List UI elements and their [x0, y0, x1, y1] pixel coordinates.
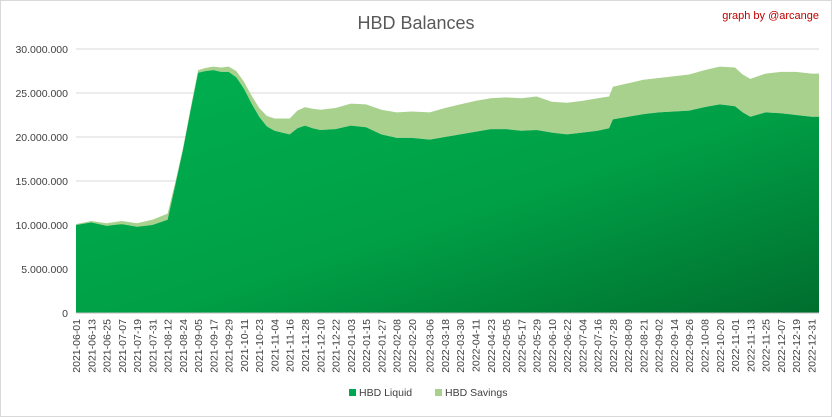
x-tick-label: 2022-05-17 [516, 319, 528, 373]
x-tick-label: 2021-10-23 [254, 319, 266, 373]
legend-label: HBD Savings [445, 387, 507, 399]
x-tick-label: 2022-05-29 [532, 319, 544, 373]
x-tick-label: 2021-11-28 [300, 319, 312, 372]
x-tick-label: 2022-08-21 [638, 319, 650, 373]
x-tick-label: 2022-04-11 [471, 319, 483, 372]
x-tick-label: 2022-09-02 [654, 319, 666, 373]
y-tick-label: 0 [62, 308, 68, 320]
y-tick-label: 20.000.000 [15, 132, 68, 144]
x-tick-label: 2021-11-16 [285, 319, 297, 372]
y-tick-label: 10.000.000 [15, 220, 68, 232]
x-tick-label: 2021-08-12 [163, 319, 175, 373]
x-tick-label: 2022-03-06 [425, 319, 437, 373]
series-area-hbd-liquid [76, 70, 819, 313]
x-tick-label: 2021-06-25 [102, 319, 114, 373]
x-tick-label: 2021-10-11 [239, 319, 251, 372]
x-tick-label: 2021-09-29 [224, 319, 236, 373]
plot-areas [76, 66, 819, 313]
x-tick-label: 2021-12-22 [331, 319, 343, 373]
legend-label: HBD Liquid [359, 387, 412, 399]
series-area-hbd-savings [76, 66, 819, 227]
x-tick-label: 2022-04-23 [486, 319, 498, 373]
x-tick-label: 2022-12-19 [791, 319, 803, 373]
x-tick-label: 2022-07-28 [608, 319, 620, 373]
x-tick-label: 2022-06-22 [562, 319, 574, 373]
x-tick-label: 2022-08-09 [623, 319, 635, 373]
x-tick-label: 2022-10-20 [715, 319, 727, 373]
x-tick-label: 2022-05-05 [501, 319, 513, 373]
x-tick-label: 2021-07-07 [117, 319, 129, 373]
x-tick-label: 2021-06-01 [71, 319, 83, 373]
x-tick-label: 2021-07-31 [147, 319, 159, 373]
x-tick-label: 2021-09-17 [208, 319, 220, 373]
y-tick-label: 30.000.000 [15, 44, 68, 56]
x-tick-label: 2022-10-08 [700, 319, 712, 373]
x-tick-label: 2022-11-01 [730, 319, 742, 372]
x-tick-label: 2022-02-20 [407, 319, 419, 373]
legend-swatch [349, 389, 356, 396]
x-axis: 2021-06-01 2021-06-13 2021-06-25 2021-07-07… [71, 312, 819, 373]
x-tick-label: 2021-11-04 [270, 319, 282, 372]
chart-title: HBD Balances [357, 13, 474, 33]
x-tick-label: 2022-02-08 [392, 319, 404, 373]
y-tick-label: 25.000.000 [15, 88, 68, 100]
legend-swatch [435, 389, 442, 396]
y-axis: 0 5.000.000 10.000.000 15.000.000 20.000.000… [15, 44, 68, 320]
x-tick-label: 2022-09-26 [684, 319, 696, 373]
x-tick-label: 2022-06-10 [547, 319, 559, 373]
x-tick-label: 2022-01-15 [361, 319, 373, 373]
x-tick-label: 2021-12-10 [315, 319, 327, 373]
x-tick-label: 2022-07-04 [577, 319, 589, 373]
legend: HBD Liquid HBD Savings [349, 387, 507, 399]
x-tick-label: 2022-01-27 [376, 319, 388, 373]
x-tick-label: 2022-11-25 [761, 319, 773, 372]
y-tick-label: 15.000.000 [15, 176, 68, 188]
x-tick-label: 2022-07-16 [593, 319, 605, 373]
x-tick-label: 2022-01-03 [346, 319, 358, 373]
x-tick-label: 2022-09-14 [669, 319, 681, 373]
x-tick-label: 2021-09-05 [193, 319, 205, 373]
x-tick-label: 2022-03-18 [440, 319, 452, 373]
x-tick-label: 2021-06-13 [86, 319, 98, 373]
x-tick-label: 2021-08-24 [178, 319, 190, 373]
x-tick-label: 2022-12-07 [776, 319, 788, 373]
x-tick-label: 2022-12-31 [806, 319, 818, 373]
y-tick-label: 5.000.000 [21, 264, 68, 276]
x-tick-label: 2022-11-13 [745, 319, 757, 372]
chart-credit: graph by @arcange [722, 10, 819, 22]
x-tick-label: 2021-07-19 [132, 319, 144, 373]
x-tick-label: 2022-03-30 [455, 319, 467, 373]
